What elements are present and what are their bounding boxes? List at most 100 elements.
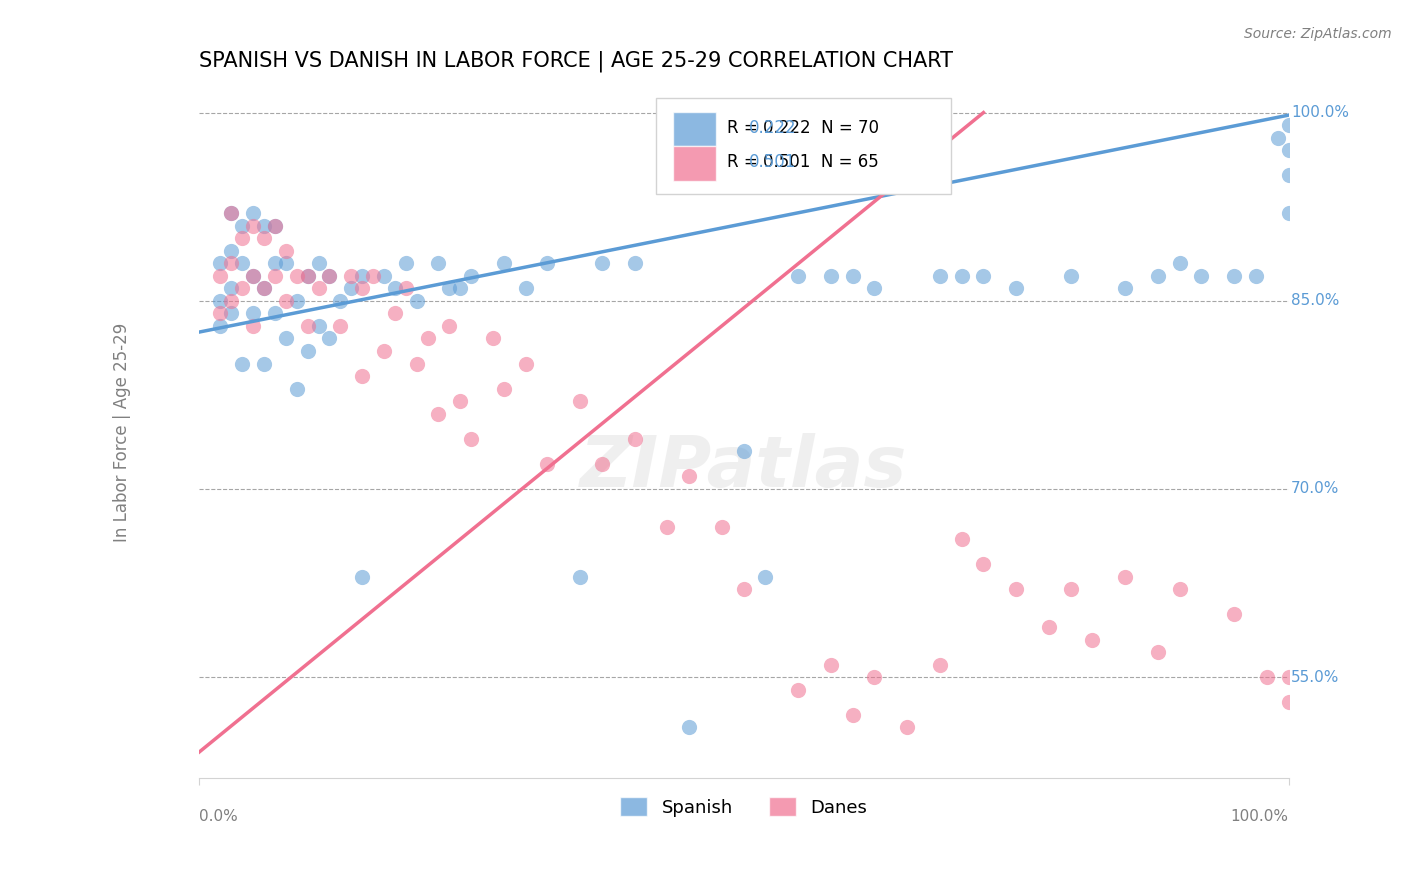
Point <box>373 268 395 283</box>
Point <box>395 281 418 295</box>
Point <box>231 231 253 245</box>
Point <box>253 281 276 295</box>
Point <box>754 570 776 584</box>
Text: ZIPatlas: ZIPatlas <box>581 433 907 501</box>
Point <box>972 558 994 572</box>
Point <box>395 256 418 270</box>
Point <box>1005 582 1028 597</box>
Point <box>1168 582 1191 597</box>
Point <box>950 268 973 283</box>
Point <box>710 519 733 533</box>
Point <box>1278 118 1301 132</box>
Point <box>787 268 810 283</box>
Point <box>536 256 558 270</box>
Point <box>242 219 264 233</box>
Point <box>1244 268 1267 283</box>
Point <box>591 256 613 270</box>
Point <box>274 256 297 270</box>
Point <box>264 219 287 233</box>
Point <box>285 268 308 283</box>
Point <box>297 318 319 333</box>
Point <box>384 306 406 320</box>
Point <box>221 206 243 220</box>
Text: 100.0%: 100.0% <box>1230 809 1289 823</box>
Point <box>416 331 439 345</box>
Point <box>623 432 645 446</box>
Text: 70.0%: 70.0% <box>1291 482 1339 497</box>
Point <box>352 570 374 584</box>
Point <box>460 432 482 446</box>
Point <box>221 206 243 220</box>
Point <box>678 720 700 734</box>
Point <box>1223 607 1246 622</box>
Point <box>1059 268 1081 283</box>
Point <box>787 682 810 697</box>
Point <box>1278 143 1301 157</box>
Point <box>264 306 287 320</box>
Point <box>274 331 297 345</box>
Point <box>1278 695 1301 709</box>
Point <box>841 707 863 722</box>
Point <box>460 268 482 283</box>
Point <box>352 268 374 283</box>
Point <box>1256 670 1278 684</box>
FancyBboxPatch shape <box>657 98 950 194</box>
Point <box>308 281 330 295</box>
Point <box>1147 645 1170 659</box>
Point <box>1278 169 1301 183</box>
Text: 85.0%: 85.0% <box>1291 293 1339 309</box>
Point <box>253 357 276 371</box>
Point <box>1278 206 1301 220</box>
Text: 0.501: 0.501 <box>749 153 796 171</box>
Point <box>329 318 352 333</box>
Point <box>591 457 613 471</box>
Point <box>439 318 461 333</box>
Point <box>285 293 308 308</box>
Point <box>482 331 505 345</box>
Point <box>242 306 264 320</box>
Point <box>285 382 308 396</box>
Point <box>297 268 319 283</box>
Point <box>972 268 994 283</box>
Point <box>427 407 450 421</box>
Point <box>1081 632 1104 647</box>
Point <box>896 720 918 734</box>
Text: SPANISH VS DANISH IN LABOR FORCE | AGE 25-29 CORRELATION CHART: SPANISH VS DANISH IN LABOR FORCE | AGE 2… <box>198 51 953 72</box>
Point <box>1005 281 1028 295</box>
Point <box>242 268 264 283</box>
Point <box>820 657 842 672</box>
Point <box>569 570 592 584</box>
Point <box>221 281 243 295</box>
Point <box>439 281 461 295</box>
Point <box>1278 670 1301 684</box>
Point <box>231 256 253 270</box>
Text: 0.222: 0.222 <box>749 119 797 136</box>
Point <box>1059 582 1081 597</box>
Text: Source: ZipAtlas.com: Source: ZipAtlas.com <box>1244 27 1392 41</box>
Point <box>221 293 243 308</box>
Point <box>352 281 374 295</box>
Point <box>515 281 537 295</box>
Point <box>427 256 450 270</box>
Point <box>253 281 276 295</box>
Point <box>209 256 232 270</box>
Point <box>1038 620 1060 634</box>
Point <box>1114 570 1136 584</box>
Point <box>352 369 374 384</box>
Point <box>274 244 297 258</box>
Point <box>340 268 363 283</box>
Point <box>678 469 700 483</box>
Point <box>318 268 340 283</box>
Text: 100.0%: 100.0% <box>1291 105 1348 120</box>
Point <box>253 231 276 245</box>
Point <box>242 318 264 333</box>
Point <box>928 657 950 672</box>
Point <box>318 268 340 283</box>
Point <box>863 281 886 295</box>
Point <box>209 293 232 308</box>
Point <box>221 306 243 320</box>
Point <box>264 256 287 270</box>
Point <box>209 318 232 333</box>
Point <box>733 444 755 458</box>
Point <box>231 219 253 233</box>
